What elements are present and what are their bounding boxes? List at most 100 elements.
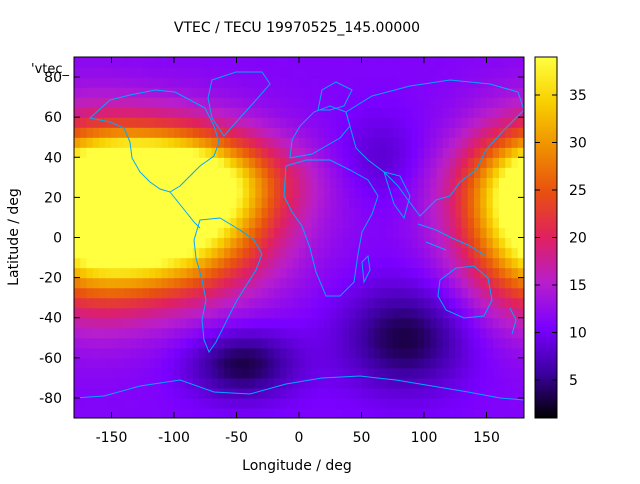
heatmap-cell	[324, 187, 331, 198]
heatmap-cell	[455, 307, 463, 319]
heatmap-cell	[505, 287, 513, 299]
heatmap-cell	[274, 247, 281, 259]
heatmap-cell	[142, 237, 150, 249]
heatmap-cell	[505, 307, 513, 319]
heatmap-cell	[399, 217, 406, 229]
heatmap-cell	[149, 117, 156, 128]
heatmap-cell	[255, 267, 263, 279]
heatmap-cell	[474, 157, 481, 168]
heatmap-cell	[386, 97, 394, 108]
heatmap-cell	[92, 277, 100, 289]
heatmap-cell	[199, 347, 206, 359]
heatmap-cell	[430, 157, 438, 168]
heatmap-cell	[505, 347, 513, 359]
heatmap-cell	[86, 147, 94, 158]
heatmap-cell	[149, 237, 156, 249]
heatmap-cell	[230, 177, 238, 188]
heatmap-cell	[186, 87, 194, 98]
heatmap-cell	[99, 347, 106, 359]
heatmap-cell	[330, 207, 338, 219]
heatmap-cell	[417, 117, 425, 128]
heatmap-cell	[424, 267, 431, 279]
heatmap-cell	[511, 217, 519, 229]
heatmap-cell	[242, 127, 250, 138]
heatmap-cell	[299, 357, 306, 369]
heatmap-cell	[224, 227, 231, 239]
heatmap-cell	[324, 297, 331, 309]
heatmap-cell	[180, 107, 188, 118]
heatmap-cell	[149, 397, 156, 409]
heatmap-cell	[255, 137, 263, 148]
heatmap-cell	[449, 87, 456, 98]
heatmap-cell	[461, 217, 469, 229]
heatmap-cell	[74, 257, 81, 269]
heatmap-cell	[86, 97, 94, 108]
heatmap-cell	[161, 297, 169, 309]
heatmap-cell	[230, 157, 238, 168]
heatmap-cell	[517, 127, 524, 138]
heatmap-cell	[217, 87, 225, 98]
heatmap-cell	[311, 157, 319, 168]
heatmap-cell	[455, 57, 463, 68]
heatmap-cell	[149, 377, 156, 389]
heatmap-cell	[286, 307, 294, 319]
heatmap-cell	[111, 167, 119, 178]
heatmap-cell	[224, 117, 231, 128]
heatmap-cell	[111, 107, 119, 118]
heatmap-cell	[349, 297, 356, 309]
heatmap-cell	[167, 317, 175, 329]
heatmap-cell	[149, 197, 156, 209]
heatmap-cell	[474, 247, 481, 259]
heatmap-cell	[242, 307, 250, 319]
heatmap-cell	[99, 87, 106, 98]
heatmap-cell	[467, 317, 475, 329]
heatmap-cell	[267, 237, 275, 249]
heatmap-cell	[174, 317, 181, 329]
heatmap-cell	[449, 237, 456, 249]
heatmap-cell	[505, 407, 513, 418]
heatmap-cell	[149, 407, 156, 418]
heatmap-cell	[205, 377, 213, 389]
heatmap-cell	[511, 247, 519, 259]
heatmap-cell	[380, 87, 388, 98]
heatmap-cell	[486, 247, 494, 259]
heatmap-cell	[417, 177, 425, 188]
heatmap-cell	[399, 397, 406, 409]
heatmap-cell	[467, 57, 475, 68]
heatmap-cell	[505, 387, 513, 399]
heatmap-cell	[99, 357, 106, 369]
heatmap-cell	[186, 147, 194, 158]
heatmap-cell	[511, 327, 519, 339]
heatmap-cell	[186, 367, 194, 379]
heatmap-cell	[467, 67, 475, 78]
heatmap-cell	[317, 67, 325, 78]
heatmap-cell	[455, 337, 463, 349]
heatmap-cell	[249, 157, 256, 168]
heatmap-cell	[517, 277, 524, 289]
heatmap-cell	[317, 247, 325, 259]
heatmap-cell	[311, 227, 319, 239]
heatmap-cell	[142, 127, 150, 138]
heatmap-cell	[449, 407, 456, 418]
heatmap-cell	[342, 157, 350, 168]
heatmap-cell	[105, 187, 113, 198]
heatmap-cell	[324, 177, 331, 188]
heatmap-cell	[411, 297, 419, 309]
heatmap-cell	[405, 267, 413, 279]
heatmap-cell	[361, 127, 369, 138]
heatmap-cell	[311, 177, 319, 188]
heatmap-cell	[192, 317, 200, 329]
heatmap-cell	[311, 287, 319, 299]
heatmap-cell	[486, 177, 494, 188]
heatmap-cell	[167, 177, 175, 188]
heatmap-cell	[305, 297, 313, 309]
heatmap-cell	[342, 147, 350, 158]
heatmap-cell	[511, 197, 519, 209]
heatmap-cell	[211, 157, 219, 168]
heatmap-cell	[161, 197, 169, 209]
heatmap-cell	[274, 287, 281, 299]
heatmap-cell	[499, 267, 506, 279]
heatmap-cell	[486, 67, 494, 78]
heatmap-cell	[467, 407, 475, 418]
heatmap-cell	[380, 197, 388, 209]
